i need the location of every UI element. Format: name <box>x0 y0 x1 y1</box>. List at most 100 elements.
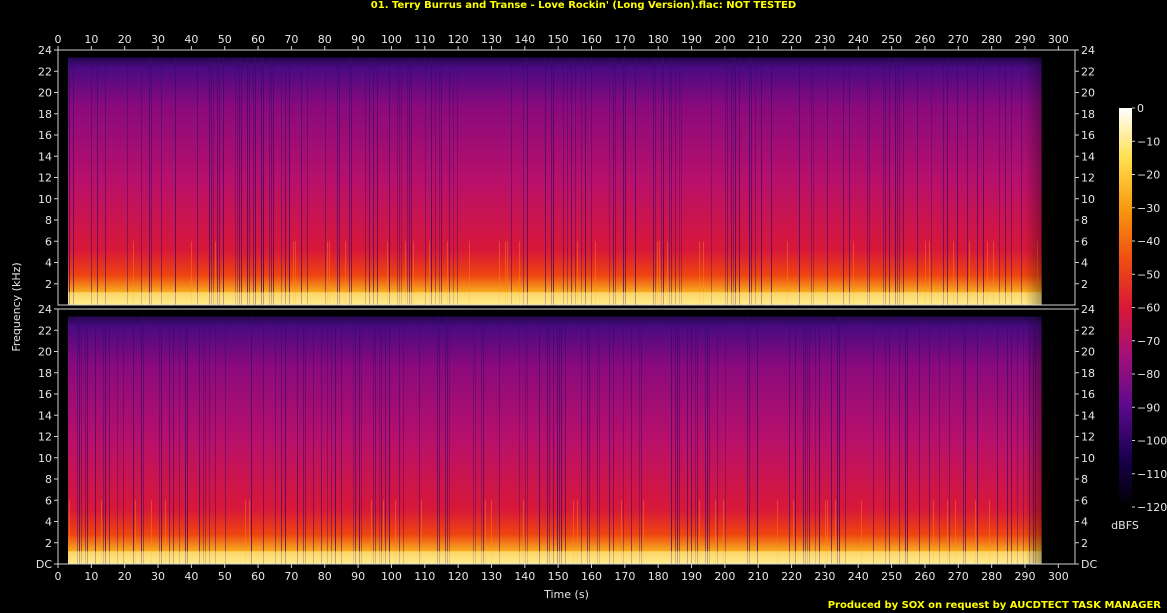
x-tick-label-bottom: 180 <box>648 570 669 583</box>
y-tick-label-right: 12 <box>1081 172 1095 185</box>
y-tick-label-right: 22 <box>1081 324 1095 337</box>
colorbar-tick-label: −60 <box>1137 302 1160 315</box>
colorbar-tick-label: −90 <box>1137 401 1160 414</box>
y-tick-label-right: 6 <box>1081 494 1088 507</box>
y-tick-label-right: 10 <box>1081 193 1095 206</box>
x-tick-label-top: 290 <box>1014 33 1035 46</box>
x-tick-label-top: 10 <box>84 33 98 46</box>
y-tick-label-right: 14 <box>1081 150 1095 163</box>
x-tick-label-bottom: 170 <box>614 570 635 583</box>
y-tick-label-left: 4 <box>45 257 52 270</box>
x-tick-label-top: 120 <box>448 33 469 46</box>
x-tick-label-bottom: 230 <box>814 570 835 583</box>
y-tick-label-left: 2 <box>45 278 52 291</box>
colorbar: 0 −10 −20 −30 −40 −50 −60 −70 −80 −90 −100 −110 −120… <box>1111 102 1167 532</box>
y-tick-label-right: DC <box>1081 558 1097 571</box>
x-tick-label-top: 80 <box>318 33 332 46</box>
x-tick-label-bottom: 120 <box>448 570 469 583</box>
y-tick-label-right: 18 <box>1081 367 1095 380</box>
x-tick-label-top: 210 <box>748 33 769 46</box>
y-tick-label-left: 14 <box>38 150 52 163</box>
x-tick-label-top: 50 <box>218 33 232 46</box>
colorbar-tick-label: −110 <box>1137 468 1167 481</box>
x-tick-label-top: 110 <box>414 33 435 46</box>
colorbar-tick-label: −20 <box>1137 169 1160 182</box>
y-tick-label-left: 6 <box>45 235 52 248</box>
y-tick-label-left: 12 <box>38 431 52 444</box>
x-tick-label-top: 30 <box>151 33 165 46</box>
x-tick-label-bottom: 20 <box>118 570 132 583</box>
y-tick-label-left: DC <box>36 558 52 571</box>
y-tick-label-right: 6 <box>1081 235 1088 248</box>
y-tick-label-right: 24 <box>1081 44 1095 57</box>
x-tick-label-top: 150 <box>548 33 569 46</box>
x-tick-label-bottom: 60 <box>251 570 265 583</box>
x-tick-label-bottom: 50 <box>218 570 232 583</box>
x-tick-label-bottom: 80 <box>318 570 332 583</box>
y-tick-label-right: 4 <box>1081 257 1088 270</box>
x-tick-label-bottom: 100 <box>381 570 402 583</box>
y-tick-label-left: 22 <box>38 65 52 78</box>
x-tick-label-bottom: 160 <box>581 570 602 583</box>
x-tick-label-bottom: 300 <box>1048 570 1069 583</box>
colorbar-tick-label: −40 <box>1137 235 1160 248</box>
x-tick-label-bottom: 250 <box>881 570 902 583</box>
x-tick-label-bottom: 280 <box>981 570 1002 583</box>
y-tick-label-right: 8 <box>1081 214 1088 227</box>
y-tick-label-left: 10 <box>38 452 52 465</box>
x-tick-label-top: 90 <box>351 33 365 46</box>
y-tick-label-right: 24 <box>1081 303 1095 316</box>
x-tick-label-top: 190 <box>681 33 702 46</box>
x-tick-label-top: 180 <box>648 33 669 46</box>
x-tick-label-top: 160 <box>581 33 602 46</box>
y-tick-label-right: 2 <box>1081 278 1088 291</box>
y-tick-label-right: 20 <box>1081 87 1095 100</box>
y-tick-label-left: 14 <box>38 409 52 422</box>
colorbar-tick-label: −80 <box>1137 368 1160 381</box>
y-tick-label-right: 2 <box>1081 537 1088 550</box>
x-tick-label-top: 300 <box>1048 33 1069 46</box>
y-tick-label-left: 8 <box>45 473 52 486</box>
y-tick-label-right: 4 <box>1081 516 1088 529</box>
colorbar-tick-label: −10 <box>1137 135 1160 148</box>
x-tick-label-bottom: 110 <box>414 570 435 583</box>
y-tick-label-left: 20 <box>38 346 52 359</box>
y-tick-label-right: 12 <box>1081 431 1095 444</box>
y-tick-label-left: 10 <box>38 193 52 206</box>
y-tick-label-left: 12 <box>38 172 52 185</box>
y-tick-label-left: 16 <box>38 388 52 401</box>
x-tick-label-bottom: 130 <box>481 570 502 583</box>
y-axis-label: Frequency (kHz) <box>10 262 23 351</box>
colorbar-tick-label: −100 <box>1137 435 1167 448</box>
x-tick-label-bottom: 10 <box>84 570 98 583</box>
colorbar-tick-label: −50 <box>1137 268 1160 281</box>
x-tick-label-top: 280 <box>981 33 1002 46</box>
colorbar-gradient <box>1119 108 1132 507</box>
x-tick-label-bottom: 190 <box>681 570 702 583</box>
colorbar-tick-label: −120 <box>1137 501 1167 514</box>
x-tick-label-top: 260 <box>914 33 935 46</box>
y-tick-label-left: 6 <box>45 494 52 507</box>
x-axis-label: Time (s) <box>543 588 589 601</box>
colorbar-tick-label: −30 <box>1137 202 1160 215</box>
x-tick-label-bottom: 150 <box>548 570 569 583</box>
y-tick-label-left: 18 <box>38 108 52 121</box>
x-tick-label-top: 140 <box>514 33 535 46</box>
chart-title: 01. Terry Burrus and Transe - Love Rocki… <box>370 0 797 11</box>
footer-credit: Produced by SOX on request by AUCDTECT T… <box>827 600 1161 611</box>
y-tick-label-left: 20 <box>38 87 52 100</box>
y-tick-label-right: 20 <box>1081 346 1095 359</box>
x-tick-label-bottom: 220 <box>781 570 802 583</box>
spectrogram-channel-1 <box>57 49 1076 306</box>
x-tick-label-bottom: 40 <box>184 570 198 583</box>
y-tick-label-right: 10 <box>1081 452 1095 465</box>
x-tick-label-bottom: 0 <box>55 570 62 583</box>
x-tick-label-bottom: 240 <box>848 570 869 583</box>
y-tick-label-left: 18 <box>38 367 52 380</box>
y-tick-label-left: 8 <box>45 214 52 227</box>
x-tick-label-top: 0 <box>55 33 62 46</box>
colorbar-tick-label: 0 <box>1137 102 1144 115</box>
y-tick-label-right: 22 <box>1081 65 1095 78</box>
